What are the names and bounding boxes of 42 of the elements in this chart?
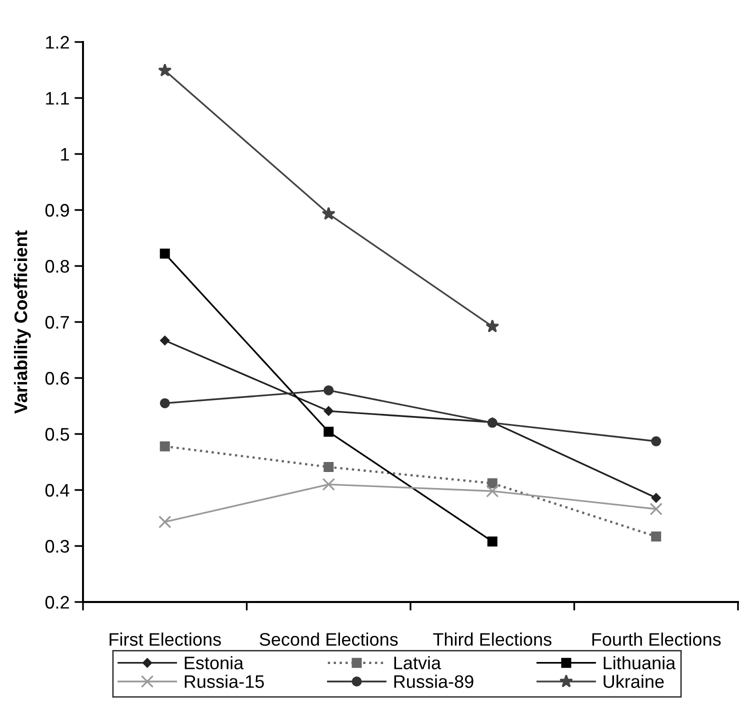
point [322,478,336,491]
y-tick-label: 0.4 [45,484,70,497]
y-tick-label: 1.2 [46,36,69,49]
legend-label: Ukraine [604,674,664,688]
point [160,336,170,346]
y-tick-label: 1.1 [46,92,69,105]
legend-label: Estonia [184,656,244,670]
x-tick-label: Second Elections [260,632,398,646]
point [160,398,170,408]
point [160,248,170,259]
legend-label: Latvia [394,656,442,670]
point [322,206,336,220]
point [324,462,334,472]
legend-label: Russia-89 [394,674,474,688]
point [650,502,663,516]
point [651,493,661,503]
y-tick-label: 0.8 [45,260,70,273]
legend-label: Russia-15 [184,674,264,688]
x-tick-label: First Elections [110,632,221,646]
x-tick-label: Fourth Elections [592,632,721,646]
y-tick-label: 0.9 [45,204,69,217]
point [324,406,334,416]
point [160,441,170,452]
y-tick-label: 0.3 [45,540,70,553]
y-tick-label: 0.6 [45,372,70,385]
point [158,516,172,528]
point [651,436,662,446]
y-axis-title: Variability Coefficient [14,230,31,414]
point [487,478,498,488]
x-tick-label: Third Elections [433,632,552,646]
legend-label: Lithuania [604,656,676,670]
y-tick-label: 0.7 [45,316,69,329]
point [651,531,662,542]
point [486,319,500,332]
point [324,426,334,437]
point [158,63,172,76]
y-tick-label: 1 [61,148,69,161]
point [324,385,334,396]
point [486,484,499,498]
y-tick-label: 0.2 [45,596,69,609]
y-tick-label: 0.5 [45,428,70,441]
point [487,536,498,547]
